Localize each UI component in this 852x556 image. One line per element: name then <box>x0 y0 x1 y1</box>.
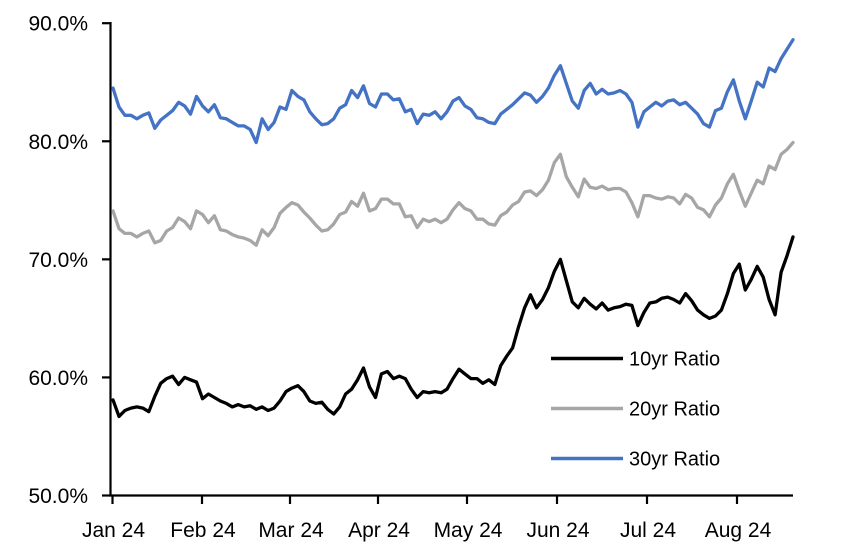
x-axis-ticks: Jan 24 Feb 24 Mar 24 Apr 24 May 24 Jun 24 Jul … <box>82 495 772 542</box>
legend-item-30yr: 30yr Ratio <box>551 449 720 471</box>
legend-label-30yr: 30yr Ratio <box>629 449 720 471</box>
legend: 10yr Ratio 20yr Ratio 30yr Ratio <box>551 349 720 471</box>
x-tick-label: Apr 24 <box>348 519 410 542</box>
y-tick-label: 50.0% <box>28 485 88 508</box>
x-tick-label: Feb 24 <box>170 519 236 542</box>
y-tick-label: 60.0% <box>28 367 88 390</box>
x-tick-label: May 24 <box>434 519 503 542</box>
legend-item-10yr: 10yr Ratio <box>551 349 720 371</box>
x-tick-label: Jun 24 <box>526 519 589 542</box>
y-tick-label: 90.0% <box>28 13 88 36</box>
y-tick-label: 70.0% <box>28 249 88 272</box>
x-tick-label: Mar 24 <box>258 519 324 542</box>
y-axis-ticks: 90.0% 80.0% 70.0% 60.0% 50.0% <box>28 13 111 508</box>
series-line-20yr <box>111 140 795 247</box>
x-tick-label: Jan 24 <box>82 519 145 542</box>
axes <box>109 22 793 497</box>
legend-item-20yr: 20yr Ratio <box>551 399 720 421</box>
x-tick-label: Aug 24 <box>705 519 772 542</box>
legend-label-20yr: 20yr Ratio <box>629 399 720 421</box>
x-tick-label: Jul 24 <box>620 519 676 542</box>
y-tick-label: 80.0% <box>28 131 88 154</box>
series-line-10yr <box>111 235 795 419</box>
series-line-30yr <box>111 38 795 145</box>
legend-label-10yr: 10yr Ratio <box>629 349 720 371</box>
series-lines <box>111 38 795 419</box>
